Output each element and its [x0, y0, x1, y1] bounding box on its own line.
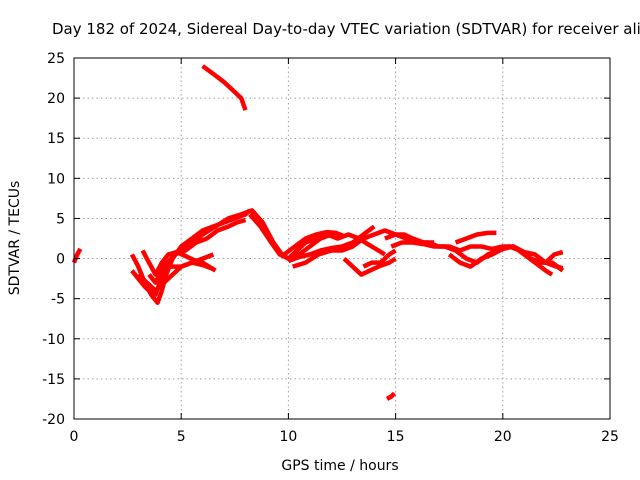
x-tick-label: 0	[70, 429, 79, 445]
series-track-7	[147, 208, 333, 285]
y-tick-label: 25	[47, 51, 65, 67]
y-tick-label: -20	[42, 412, 65, 428]
plot-frame	[73, 57, 611, 420]
x-tick-label: 5	[177, 429, 186, 445]
y-tick-label: 20	[47, 91, 65, 107]
y-tick-label: -10	[42, 332, 65, 348]
chart-title: Day 182 of 2024, Sidereal Day-to-day VTE…	[52, 20, 640, 38]
grid-lines	[74, 58, 610, 419]
y-tick-label: -5	[51, 292, 65, 308]
series-track-10	[287, 224, 376, 264]
y-tick-label: -15	[42, 372, 65, 388]
x-tick-label: 20	[494, 429, 512, 445]
series-track-6	[170, 252, 215, 269]
series-track-16	[447, 244, 554, 277]
y-axis-label: SDTVAR / TECUs	[7, 181, 23, 296]
x-tick-label: 15	[387, 429, 405, 445]
series-track-20	[385, 391, 397, 401]
x-tick-label: 25	[601, 429, 619, 445]
series-track-17	[454, 230, 497, 245]
series-track-18	[544, 249, 564, 265]
series-track-1	[71, 247, 83, 264]
series-track-9	[282, 229, 345, 257]
x-axis-label: GPS time / hours	[281, 458, 398, 474]
axis-ticks: 0 5 10 15 20 25 -20 -15 -10 -5 0 5 10 15 20 25	[42, 51, 619, 445]
series-track-8	[248, 212, 387, 261]
series-track-11	[292, 228, 435, 269]
y-tick-label: 0	[56, 252, 65, 268]
data-series	[71, 64, 565, 401]
y-tick-label: 15	[47, 131, 65, 147]
y-tick-label: 5	[56, 211, 65, 227]
series-track-12	[342, 256, 397, 277]
series-track-19	[201, 64, 248, 111]
x-tick-label: 10	[279, 429, 297, 445]
series-track-5	[136, 260, 215, 293]
y-tick-label: 10	[47, 171, 65, 187]
series-track-13	[362, 248, 397, 269]
